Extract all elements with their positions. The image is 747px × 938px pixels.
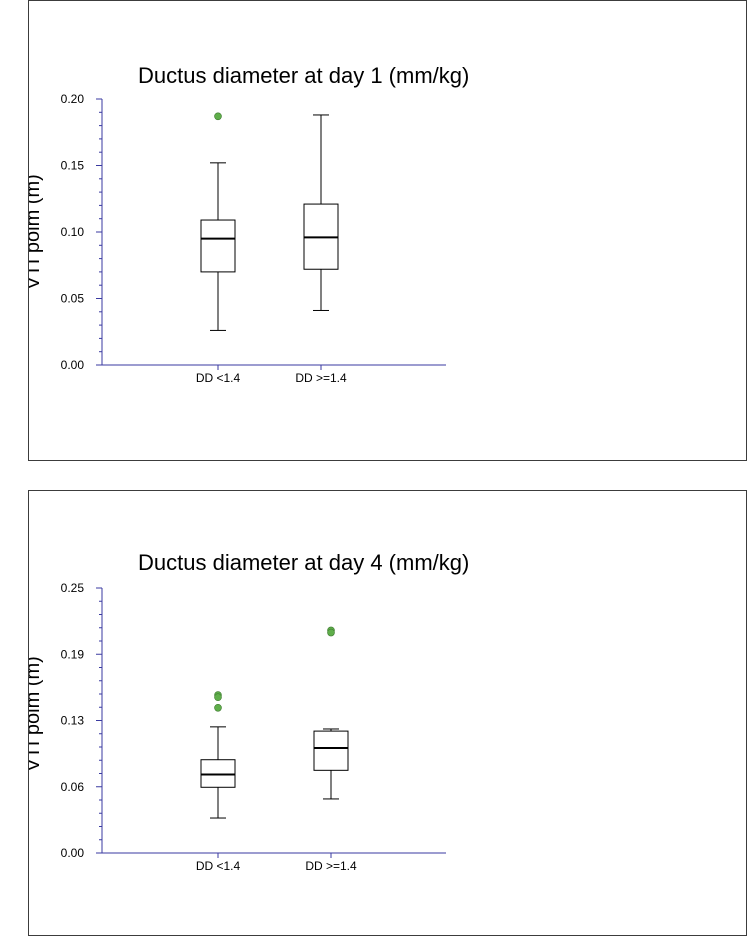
- y-tick-label: 0.25: [61, 581, 85, 595]
- outlier-point: [214, 703, 222, 712]
- x-tick-label: DD >=1.4: [305, 859, 357, 873]
- box-plot-day4: Ductus diameter at day 4 (mm/kg) VTI polm…: [29, 550, 469, 873]
- x-tick-label: DD <1.4: [196, 859, 241, 873]
- box: [200, 759, 236, 788]
- x-tick-label: DD >=1.4: [295, 371, 347, 385]
- chart-panel-day4: Ductus diameter at day 4 (mm/kg) VTI polm…: [28, 490, 747, 936]
- outlier-point: [214, 112, 222, 121]
- chart-panel-day1: Ductus diameter at day 1 (mm/kg) VTI polm…: [28, 0, 747, 461]
- x-tick-label: DD <1.4: [196, 371, 241, 385]
- box: [200, 219, 236, 273]
- y-axis-label: VTI polm (m): [29, 174, 44, 290]
- y-tick-label: 0.15: [61, 159, 85, 173]
- y-tick-label: 0.00: [61, 358, 85, 372]
- y-tick-label: 0.00: [61, 846, 85, 860]
- y-tick-label: 0.10: [61, 225, 85, 239]
- y-tick-label: 0.20: [61, 92, 85, 106]
- chart-title: Ductus diameter at day 4 (mm/kg): [138, 550, 469, 575]
- y-tick-label: 0.19: [61, 647, 85, 661]
- box: [313, 730, 349, 771]
- y-tick-label: 0.06: [61, 780, 85, 794]
- y-tick-label: 0.13: [61, 714, 85, 728]
- y-tick-label: 0.05: [61, 292, 85, 306]
- outlier-point: [327, 628, 335, 637]
- y-axis-label: VTI polm (m): [29, 656, 44, 772]
- chart-title: Ductus diameter at day 1 (mm/kg): [138, 63, 469, 88]
- box-plot-day1: Ductus diameter at day 1 (mm/kg) VTI polm…: [29, 63, 469, 385]
- outlier-point: [214, 693, 222, 701]
